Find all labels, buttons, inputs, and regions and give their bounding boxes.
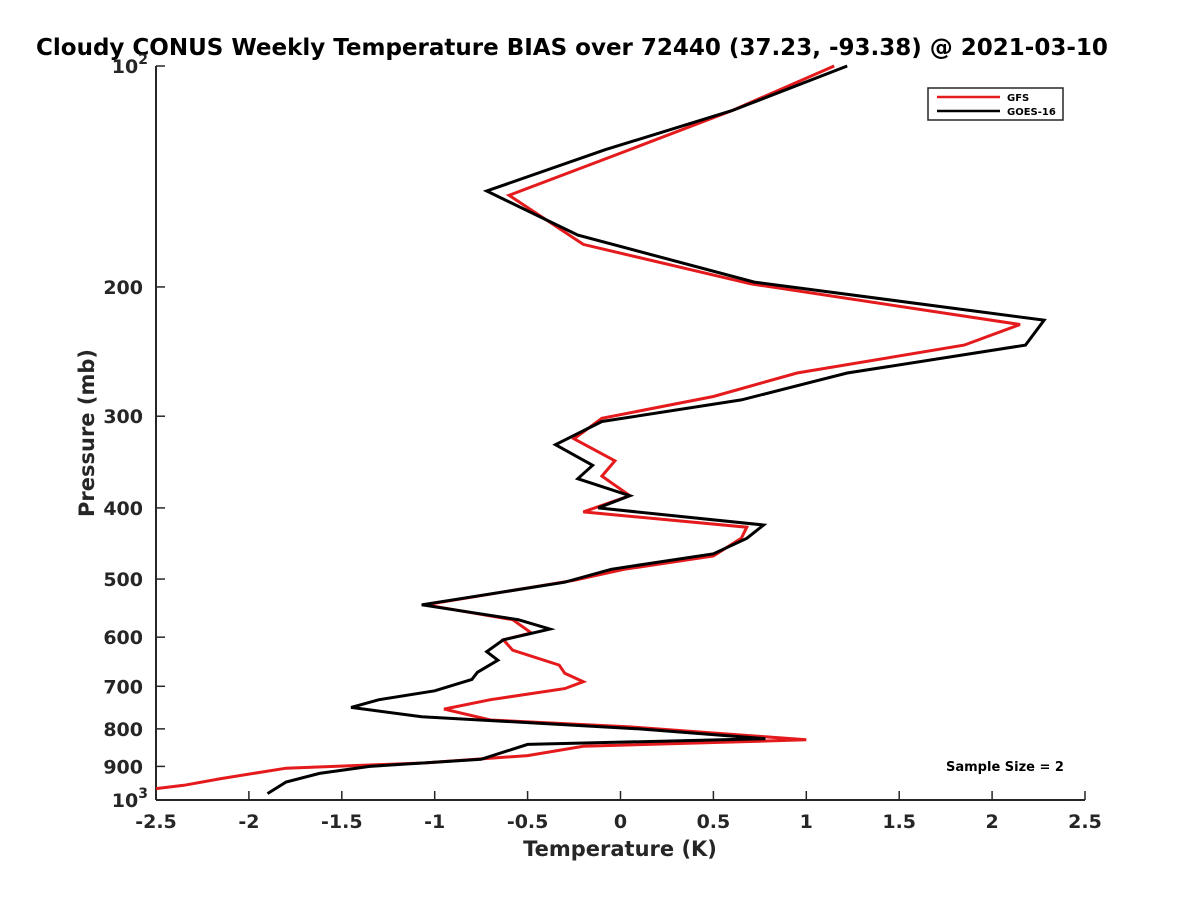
x-tick-label: -1 xyxy=(424,811,445,833)
x-axis-ticks: -2.5 -2 -1.5 -1 -0.5 0 0.5 1 1.5 2 2.5 xyxy=(135,791,1102,833)
x-tick-label: 2 xyxy=(985,811,998,833)
legend: GFS GOES-16 xyxy=(927,87,1064,121)
y-tick-base: 10 xyxy=(112,56,138,78)
x-tick-label: 1 xyxy=(800,811,813,833)
y-tick-base: 10 xyxy=(112,790,138,812)
series-line-goes16 xyxy=(266,64,1047,795)
y-tick-label: 102 xyxy=(112,52,148,78)
y-tick-label: 600 xyxy=(103,627,143,649)
y-tick-label: 700 xyxy=(103,676,143,698)
y-tick-label: 200 xyxy=(103,277,143,299)
x-tick-label: -2.5 xyxy=(135,811,177,833)
y-axis-label: Pressure (mb) xyxy=(75,349,99,517)
y-tick-label: 900 xyxy=(103,756,143,778)
sample-size-annotation: Sample Size = 2 xyxy=(946,760,1064,775)
y-tick-exponent: 2 xyxy=(138,52,148,68)
legend-label-gfs: GFS xyxy=(1007,93,1029,104)
x-tick-label: 2.5 xyxy=(1068,811,1102,833)
y-tick-label: 800 xyxy=(103,719,143,741)
y-tick-label: 400 xyxy=(103,498,143,520)
x-tick-label: -2 xyxy=(238,811,259,833)
chart-title: Cloudy CONUS Weekly Temperature BIAS ove… xyxy=(36,35,1108,61)
x-tick-label: -1.5 xyxy=(321,811,363,833)
y-tick-label: 300 xyxy=(103,406,143,428)
x-tick-label: 0.5 xyxy=(697,811,731,833)
x-tick-label: 1.5 xyxy=(882,811,916,833)
y-tick-label: 500 xyxy=(103,569,143,591)
x-tick-label: -0.5 xyxy=(507,811,549,833)
x-tick-label: 0 xyxy=(614,811,627,833)
series-layer xyxy=(155,64,1047,795)
plot-area: -2.5 -2 -1.5 -1 -0.5 0 0.5 1 1.5 2 2.5 10220030040… xyxy=(103,52,1102,833)
y-tick-exponent: 3 xyxy=(138,786,148,802)
x-axis-label: Temperature (K) xyxy=(523,837,717,861)
legend-box xyxy=(927,87,1064,121)
legend-label-goes16: GOES-16 xyxy=(1007,107,1056,118)
y-tick-label: 103 xyxy=(112,786,148,812)
